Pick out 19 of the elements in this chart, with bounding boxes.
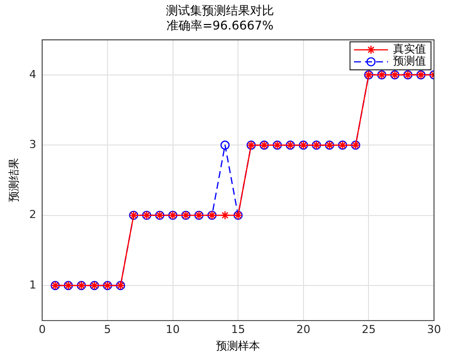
y-axis-title: 预测结果 xyxy=(7,158,20,202)
y-tick-label: 4 xyxy=(29,68,36,81)
y-tick-label: 3 xyxy=(29,138,36,151)
x-tick-label: 10 xyxy=(166,323,180,336)
x-axis-title: 预测样本 xyxy=(216,339,260,352)
chart-title: 测试集预测结果对比 xyxy=(166,3,274,18)
y-tick-label: 1 xyxy=(29,278,36,292)
x-tick-label: 20 xyxy=(296,323,310,336)
y-tick-label: 2 xyxy=(29,208,36,222)
point xyxy=(220,210,230,220)
x-tick-label: 25 xyxy=(362,323,376,336)
x-tick-label: 5 xyxy=(104,323,111,336)
x-tick-label: 0 xyxy=(38,323,46,336)
legend-label: 真实值 xyxy=(393,42,426,56)
x-tick-label: 15 xyxy=(231,323,246,336)
legend-label: 预测值 xyxy=(393,54,426,68)
x-tick-label: 30 xyxy=(427,323,441,336)
chart-subtitle: 准确率=96.6667% xyxy=(166,18,274,33)
point xyxy=(220,140,230,150)
